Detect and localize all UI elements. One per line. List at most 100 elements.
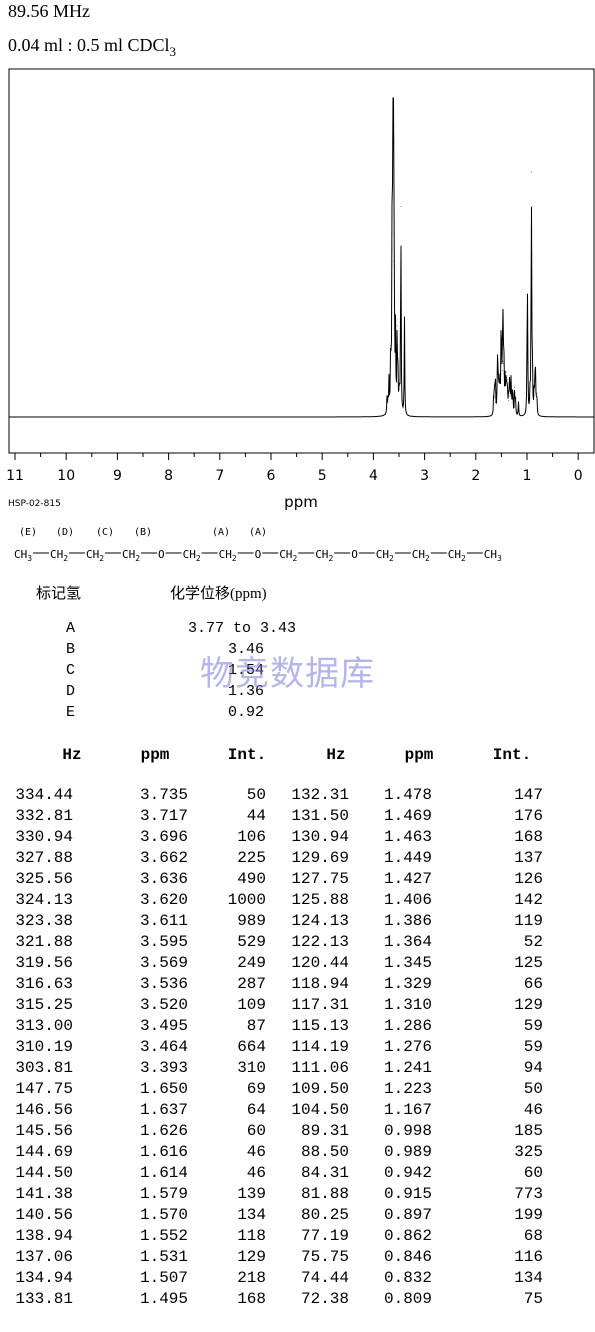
structure-group: CH2 — [122, 548, 140, 563]
peak-table-cell: 118.94 — [291, 975, 349, 993]
sample-text: 0.04 ml : 0.5 ml CDCl — [8, 35, 170, 55]
peak-table-cell: 46 — [246, 1143, 266, 1161]
peak-table-cell: 0.846 — [383, 1248, 432, 1266]
peak-table-cell: 316.63 — [15, 975, 73, 993]
peak-table-row: 147.75 1.650 69 109.50 1.223 50 — [0, 1080, 595, 1101]
assignment-shift: 1.54 — [227, 662, 264, 679]
structure-group: CH2 — [50, 548, 68, 563]
peak-table-cell: 87 — [246, 1017, 266, 1035]
peak-table-cell: 1.650 — [139, 1080, 188, 1098]
peak-table-cell: 115.13 — [291, 1017, 349, 1035]
peak-table-cell: 490 — [237, 870, 266, 888]
peak-table-cell: 109.50 — [291, 1080, 349, 1098]
peak-table-cell: 50 — [523, 1080, 543, 1098]
structure-group: CH2 — [219, 548, 237, 563]
spectrum-peak — [533, 395, 535, 396]
spectrum-peak — [497, 374, 499, 375]
peak-table-header: Int. — [492, 746, 532, 764]
peak-table-cell: 147 — [514, 786, 543, 804]
peak-table-cell: 116 — [514, 1248, 543, 1266]
spectrum-peak — [395, 337, 396, 339]
peak-table-cell: 0.809 — [383, 1290, 432, 1308]
spectrum-peak — [510, 375, 512, 377]
assignment-shift: 0.92 — [227, 704, 264, 721]
peak-table-cell: 142 — [514, 891, 543, 909]
peak-table-cell: 1.614 — [139, 1164, 188, 1182]
peak-table-cell: 1.531 — [139, 1248, 188, 1266]
peak-table-row: 138.94 1.552 118 77.19 0.862 68 — [0, 1227, 595, 1248]
peak-table-cell: 1.626 — [139, 1122, 188, 1140]
peak-table-row: 146.56 1.637 64 104.50 1.167 46 — [0, 1101, 595, 1122]
spectrum-peak — [535, 374, 536, 375]
spectrum-peak — [494, 397, 496, 399]
peak-table-cell: 118 — [237, 1227, 266, 1245]
peak-table-cell: 1.637 — [139, 1101, 188, 1119]
peak-table-cell: 122.13 — [291, 933, 349, 951]
spectrum-peak — [515, 400, 516, 402]
peak-table-cell: 69 — [246, 1080, 266, 1098]
spectrum-peak — [506, 378, 508, 380]
peak-table-cell: 319.56 — [15, 954, 73, 972]
peak-table-cell: 0.998 — [383, 1122, 432, 1140]
peak-table-cell: 75.75 — [300, 1248, 349, 1266]
structure-label: (B) — [134, 527, 152, 538]
structure-group: O — [255, 548, 262, 561]
peak-table-cell: 0.989 — [383, 1143, 432, 1161]
peak-table-cell: 1.507 — [139, 1269, 188, 1287]
assignment-header-label: 标记氢 — [36, 586, 82, 602]
spectrum-peak — [531, 353, 533, 355]
peak-table-cell: 1000 — [227, 891, 266, 909]
spectrum-peak — [534, 379, 536, 381]
peak-table-cell: 287 — [237, 975, 266, 993]
spectrum-peak — [400, 206, 402, 207]
peak-table-cell: 1.616 — [139, 1143, 188, 1161]
watermark: 物竞数据库 — [200, 654, 375, 694]
peak-table-cell: 125.88 — [291, 891, 349, 909]
peak-table-cell: 773 — [514, 1185, 543, 1203]
peak-table-cell: 1.167 — [383, 1101, 432, 1119]
x-axis-label: ppm — [284, 493, 318, 511]
spectrum-peak — [526, 357, 528, 359]
assignment-label: E — [66, 704, 76, 721]
peak-table-cell: 325.56 — [15, 870, 73, 888]
peak-table-cell: 50 — [246, 786, 266, 804]
structure-group: CH2 — [315, 548, 333, 563]
peak-table-cell: 64 — [246, 1101, 266, 1119]
x-tick-label: 0 — [574, 468, 583, 484]
structure-group: CH2 — [412, 548, 430, 563]
peak-table-cell: 1.329 — [383, 975, 432, 993]
peak-table-row: 319.56 3.569 249 120.44 1.345 125 — [0, 954, 595, 975]
peak-table-cell: 332.81 — [15, 807, 73, 825]
spectrum-peak — [509, 395, 511, 397]
structure-label: (D) — [56, 527, 74, 538]
peak-table-cell: 3.662 — [139, 849, 188, 867]
peak-table-cell: 129.69 — [291, 849, 349, 867]
peak-table-cell: 185 — [514, 1122, 543, 1140]
spectrum-peak — [495, 402, 496, 403]
peak-table-cell: 60 — [246, 1122, 266, 1140]
spectrum-peak — [493, 396, 495, 398]
peak-table-row: 332.81 3.717 44 131.50 1.469 176 — [0, 807, 595, 828]
assignment-shift: 3.46 — [227, 641, 264, 658]
peak-table-cell: 0.915 — [383, 1185, 432, 1203]
spectrum-peak — [508, 376, 510, 378]
spectrum-peak — [529, 397, 531, 399]
peak-table-cell: 3.464 — [139, 1038, 188, 1056]
peak-table-cell: 1.552 — [139, 1227, 188, 1245]
peak-table-cell: 1.579 — [139, 1185, 188, 1203]
peak-table-cell: 80.25 — [300, 1206, 349, 1224]
peak-table-cell: 117.31 — [291, 996, 349, 1014]
peak-table-cell: 46 — [523, 1101, 543, 1119]
peak-table-row: 310.19 3.464 664 114.19 1.276 59 — [0, 1038, 595, 1059]
structure-label: (A) — [249, 527, 267, 538]
structure-group: CH3 — [484, 548, 502, 563]
sample-description: 0.04 ml : 0.5 ml CDCl3 — [8, 34, 176, 63]
peak-table-row: 145.56 1.626 60 89.31 0.998 185 — [0, 1122, 595, 1143]
x-tick-label: 3 — [420, 468, 429, 484]
spectrum-peak — [502, 360, 504, 362]
peak-table-cell: 146.56 — [15, 1101, 73, 1119]
peak-table-cell: 327.88 — [15, 849, 73, 867]
peak-table-cell: 59 — [523, 1038, 543, 1056]
peak-table-row: 324.13 3.620 1000 125.88 1.406 142 — [0, 891, 595, 912]
peak-table-cell: 334.44 — [15, 786, 73, 804]
